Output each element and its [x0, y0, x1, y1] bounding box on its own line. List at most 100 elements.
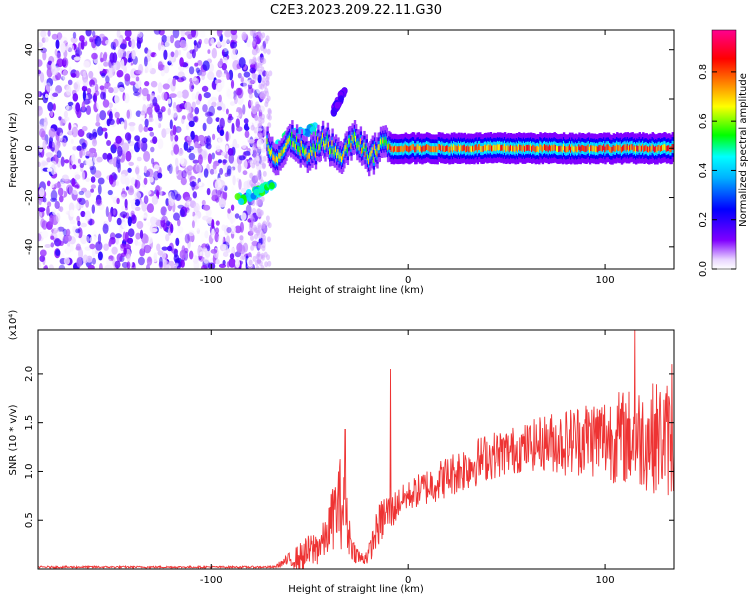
noise-cell	[130, 39, 136, 49]
noise-cell	[136, 40, 142, 49]
noise-cell	[202, 60, 210, 71]
tone-cell	[373, 144, 377, 151]
noise-cell	[262, 155, 267, 162]
noise-cell	[250, 124, 255, 131]
noise-cell	[211, 47, 217, 59]
noise-cell	[167, 98, 172, 104]
y-tick-label: 20	[24, 93, 35, 106]
noise-cell	[106, 140, 112, 146]
x-tick-label: 0	[405, 275, 411, 286]
noise-cell	[201, 149, 208, 161]
noise-cell	[124, 30, 132, 38]
noise-cell	[116, 197, 120, 205]
noise-cell	[240, 77, 244, 83]
noise-cell	[193, 224, 201, 231]
noise-cell	[123, 102, 129, 110]
noise-cell	[217, 234, 224, 245]
noise-cell	[81, 142, 87, 150]
noise-cell	[176, 188, 182, 194]
noise-cell	[129, 199, 136, 204]
noise-cell	[116, 117, 120, 125]
noise-cell	[92, 131, 98, 138]
noise-cell	[255, 265, 260, 269]
noise-cell	[168, 163, 173, 174]
noise-cell	[95, 249, 99, 255]
noise-cell	[95, 121, 101, 127]
noise-cell	[218, 94, 222, 103]
noise-cell	[56, 32, 63, 40]
noise-cell	[151, 256, 158, 263]
noise-cell	[188, 152, 196, 161]
noise-cell	[188, 146, 194, 151]
noise-cell	[265, 215, 270, 222]
noise-cell	[174, 49, 179, 58]
noise-cell	[263, 47, 268, 54]
noise-cell	[50, 109, 54, 117]
noise-cell	[102, 53, 107, 62]
noise-cell	[267, 236, 271, 243]
noise-cell	[203, 38, 209, 45]
noise-cell	[106, 258, 113, 267]
noise-cell	[226, 235, 230, 246]
noise-cell	[215, 259, 220, 265]
noise-cell	[96, 156, 103, 163]
noise-cell	[218, 60, 223, 68]
noise-cell	[50, 235, 55, 240]
noise-cell	[136, 156, 142, 162]
noise-cell	[203, 92, 211, 99]
noise-cell	[182, 115, 186, 120]
noise-cell	[157, 42, 162, 51]
noise-cell	[183, 141, 189, 151]
snr-y-multiplier: (x10⁴)	[8, 310, 19, 341]
noise-cell	[180, 30, 186, 38]
y-tick-label: 1.5	[24, 415, 35, 431]
noise-cell	[122, 221, 127, 229]
noise-cell	[193, 40, 197, 46]
noise-cell	[214, 179, 222, 191]
noise-cell	[55, 212, 61, 223]
noise-cell	[225, 108, 229, 115]
noise-cell	[166, 35, 171, 43]
noise-cell	[193, 202, 200, 213]
noise-cell	[188, 230, 195, 237]
noise-cell	[157, 172, 163, 179]
noise-cell	[207, 178, 214, 189]
noise-cell	[116, 69, 124, 78]
tone-cell	[331, 140, 334, 147]
noise-cell	[70, 36, 78, 44]
noise-cell	[91, 84, 95, 94]
noise-cell	[259, 132, 264, 139]
noise-cell	[57, 187, 64, 197]
noise-cell	[143, 150, 151, 162]
tone-cell	[490, 145, 494, 152]
noise-cell	[146, 256, 153, 266]
noise-cell	[94, 90, 100, 96]
noise-cell	[190, 30, 196, 38]
noise-cell	[169, 93, 177, 98]
noise-cell	[170, 51, 175, 58]
noise-cell	[260, 45, 265, 52]
noise-cell	[39, 128, 46, 138]
noise-cell	[249, 179, 254, 186]
noise-cell	[125, 150, 132, 162]
noise-cell	[214, 138, 222, 147]
tone-cell	[318, 144, 321, 151]
noise-cell	[156, 95, 161, 101]
noise-cell	[129, 81, 136, 86]
noise-cell	[257, 222, 262, 229]
noise-cell	[141, 214, 147, 219]
noise-cell	[178, 66, 185, 71]
noise-cell	[149, 131, 155, 137]
tone-cell	[429, 146, 432, 152]
feature-cell	[305, 130, 311, 138]
noise-cell	[172, 30, 180, 39]
noise-cell	[86, 132, 92, 139]
noise-cell	[250, 105, 255, 112]
noise-cell	[242, 159, 248, 170]
noise-cell	[75, 231, 79, 238]
noise-cell	[173, 144, 180, 155]
noise-cell	[123, 247, 127, 255]
tone-cell	[308, 152, 312, 159]
tone-cell	[412, 144, 416, 151]
noise-cell	[245, 204, 252, 216]
